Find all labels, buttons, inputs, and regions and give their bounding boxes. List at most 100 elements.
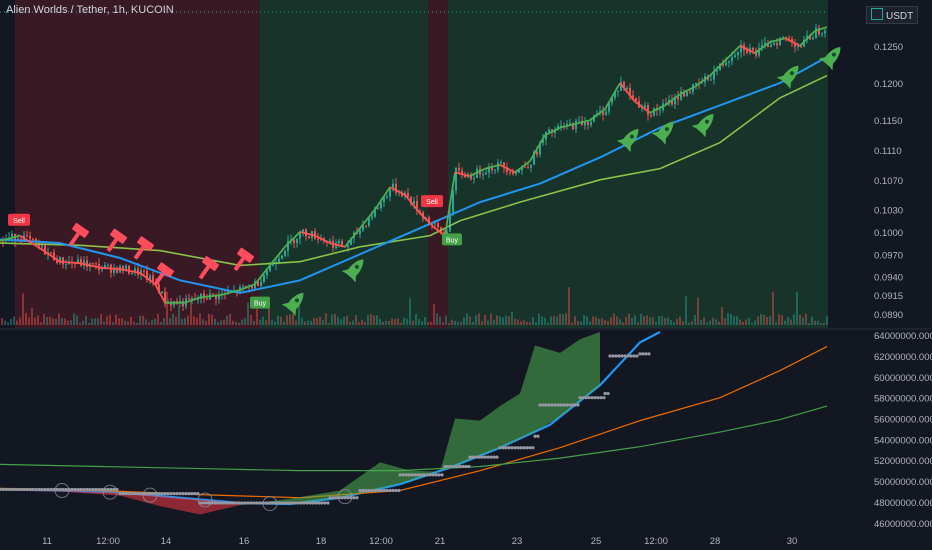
- trailing-stop-dot: [121, 491, 125, 496]
- trailing-stop-dot: [565, 403, 569, 407]
- cloud-segment: [60, 490, 120, 496]
- cloud-segment: [520, 345, 535, 439]
- volume-bar: [4, 320, 6, 325]
- smoothed-price-segment: [784, 37, 801, 47]
- trailing-stop-dot: [302, 501, 306, 505]
- trailing-stop-dot: [489, 455, 493, 459]
- candle-body: [272, 264, 274, 266]
- trailing-stop-dot: [629, 354, 633, 358]
- smoothed-price-segment: [199, 294, 221, 299]
- trailing-stop-dot: [367, 488, 371, 493]
- candle-body: [77, 259, 79, 264]
- trailing-stop-dot: [562, 403, 566, 407]
- volume-bar: [25, 312, 27, 325]
- trailing-stop-dot: [43, 487, 47, 492]
- candle-body: [386, 196, 388, 198]
- trailing-stop-dot: [328, 496, 332, 500]
- candle-body: [104, 265, 106, 269]
- candle-body: [347, 244, 349, 248]
- background-zone: [15, 0, 260, 328]
- rocket-icon: [651, 121, 674, 145]
- candle-body: [428, 217, 430, 224]
- ma-blue-line: [0, 56, 828, 295]
- volume-bar: [148, 322, 150, 325]
- volume-bar: [637, 322, 639, 325]
- volume-bar: [724, 318, 726, 325]
- volume-bar: [307, 320, 309, 325]
- volume-bar: [136, 322, 138, 325]
- trailing-stop-dot: [422, 473, 426, 477]
- volume-bar: [487, 320, 489, 325]
- smoothed-price-segment: [444, 172, 456, 236]
- volume-bar: [169, 318, 171, 325]
- candle-body: [635, 98, 637, 101]
- candle-body: [44, 245, 46, 255]
- candle-body: [257, 281, 259, 286]
- indicator-tick-label: 60000000.0000: [874, 373, 932, 384]
- rocket-icon: [341, 259, 364, 283]
- volume-bar: [277, 315, 279, 325]
- smoothed-price-segment: [19, 234, 41, 250]
- hammer-icon: [198, 256, 220, 280]
- trailing-stop-dot: [340, 496, 344, 500]
- volume-bar: [565, 313, 567, 325]
- cloud-segment: [120, 492, 160, 507]
- candle-body: [482, 174, 484, 176]
- price-tick-label: 0.1200: [874, 79, 903, 90]
- trailing-stop-dot: [513, 446, 517, 450]
- trailing-stop-dot: [533, 434, 537, 438]
- volume-bar: [817, 320, 819, 325]
- volume-bar: [130, 316, 132, 325]
- volume-bar: [259, 319, 261, 325]
- volume-bar: [484, 315, 486, 325]
- indicator-line: [0, 405, 828, 472]
- candle-body: [608, 102, 610, 112]
- candle-body: [413, 200, 415, 204]
- smoothed-price-segment: [619, 82, 636, 103]
- trailing-stop-dot: [641, 352, 645, 356]
- candle-body: [170, 302, 172, 306]
- signal-markers[interactable]: Sell Sell Buy Buy: [8, 41, 847, 317]
- trailing-stop-dot: [273, 501, 277, 505]
- volume-bar: [535, 322, 537, 325]
- currency-label: USDT: [886, 11, 914, 22]
- trailing-stop-dot: [308, 501, 312, 505]
- trailing-stop-dot: [76, 487, 80, 492]
- candle-body: [380, 202, 382, 209]
- volume-bar: [463, 317, 465, 325]
- trailing-stop-dot: [7, 487, 11, 492]
- candle-body: [812, 37, 814, 40]
- candle-body: [737, 52, 739, 56]
- volume-bar: [625, 317, 627, 325]
- volume-bar: [733, 316, 735, 325]
- rocket-icon: [776, 65, 799, 90]
- volume-bar: [553, 315, 555, 325]
- currency-badge[interactable]: USDT: [866, 6, 919, 24]
- trailing-stop-dot: [541, 403, 545, 407]
- candle-body: [335, 243, 337, 248]
- trailing-stop-dot: [1, 487, 5, 492]
- smoothed-price-segment: [634, 100, 651, 114]
- volume-bar: [46, 316, 48, 325]
- trailing-stop-dot: [31, 487, 35, 492]
- volume-bar: [703, 317, 705, 325]
- trailing-stop-dot: [602, 396, 606, 400]
- volume-bar: [112, 322, 114, 325]
- volume-bar: [448, 322, 450, 325]
- candle-body: [389, 189, 391, 197]
- volume-bar: [643, 316, 645, 325]
- trailing-stop-dot: [593, 396, 597, 400]
- volume-bar: [676, 318, 678, 325]
- indicator-tick-label: 56000000.0000: [874, 415, 932, 426]
- smoothed-price-segment: [79, 262, 101, 269]
- volume-bar: [820, 322, 822, 325]
- hammer-icon: [106, 228, 128, 253]
- trailing-stop-dot: [355, 496, 359, 500]
- candle-body: [767, 42, 769, 48]
- trailing-stop-dot: [175, 491, 179, 496]
- trailing-stop-dot: [293, 501, 297, 505]
- volume-bar: [688, 322, 690, 325]
- trailing-stop-dot: [413, 473, 417, 477]
- candle-body: [578, 120, 580, 122]
